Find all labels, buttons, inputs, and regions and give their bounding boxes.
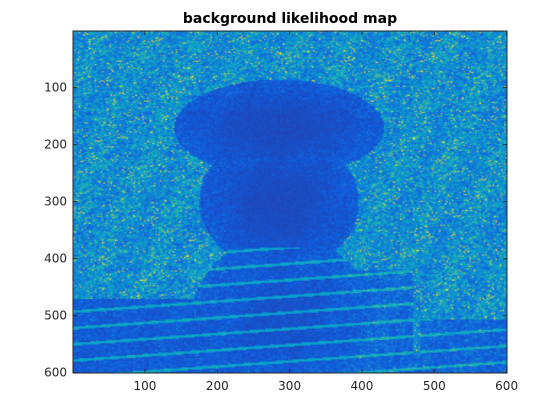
likelihood-heatmap-image	[73, 31, 507, 373]
y-tick-label: 600	[44, 366, 67, 380]
x-tick-label: 100	[134, 379, 157, 393]
y-tick-label: 300	[44, 195, 67, 209]
x-axis: 100 200 300 400 500 600	[134, 31, 518, 393]
y-tick-label: 400	[44, 252, 67, 266]
y-tick-label: 500	[44, 309, 67, 323]
x-tick-label: 200	[206, 379, 229, 393]
x-tick-label: 600	[495, 379, 518, 393]
y-axis: 100 200 300 400 500 600	[44, 81, 507, 380]
x-tick-label: 400	[351, 379, 374, 393]
y-tick-label: 200	[44, 138, 67, 152]
x-tick-label: 500	[423, 379, 446, 393]
x-tick-label: 300	[278, 379, 301, 393]
y-tick-label: 100	[44, 81, 67, 95]
chart-title: background likelihood map	[183, 11, 397, 27]
